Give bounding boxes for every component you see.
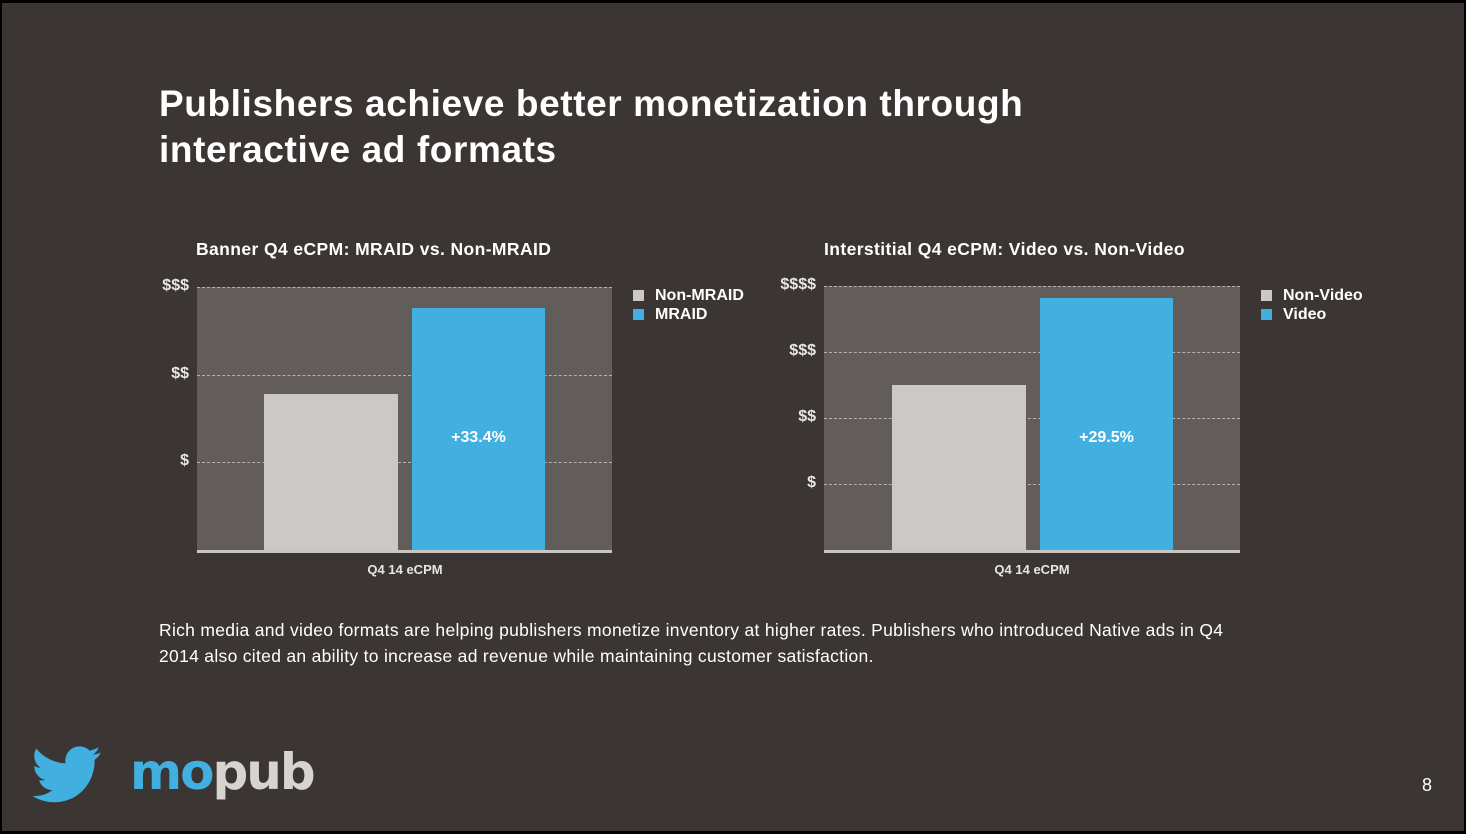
- y-tick-label: $$: [171, 364, 189, 382]
- mopub-logo: mopub: [130, 743, 316, 801]
- page-number: 8: [1421, 775, 1432, 795]
- gridline: [824, 484, 1240, 485]
- y-tick-label: $$$$: [780, 276, 816, 293]
- bar-non-mraid: [264, 393, 398, 550]
- x-axis-label-interstitial: Q4 14 eCPM: [994, 562, 1070, 577]
- legend-label: MRAID: [655, 305, 708, 323]
- gridline: [197, 287, 612, 288]
- bar-non-video: [892, 385, 1026, 550]
- legend-swatch: [1261, 309, 1272, 320]
- slide-title: Publishers achieve better monetization t…: [159, 83, 1024, 170]
- gridline: [197, 374, 612, 376]
- legend-label: Non-Video: [1283, 286, 1363, 304]
- bar-video: +29.5%: [1040, 297, 1173, 550]
- legend-item: Non-Video: [1261, 286, 1363, 305]
- legend-banner: Non-MRAID MRAID: [633, 286, 744, 324]
- legend-swatch: [633, 309, 644, 320]
- plot-area: +29.5%: [824, 286, 1240, 553]
- slide: Publishers achieve better monetization t…: [2, 3, 1464, 831]
- legend-swatch: [1261, 290, 1272, 301]
- plot-area: +33.4%: [197, 287, 612, 553]
- gridline: [824, 352, 1240, 353]
- gridline: [824, 418, 1240, 419]
- chart-title-interstitial: Interstitial Q4 eCPM: Video vs. Non-Vide…: [824, 239, 1185, 259]
- y-tick-label: $$: [798, 408, 816, 425]
- bar-data-label: +33.4%: [451, 429, 506, 446]
- legend-label: Non-MRAID: [655, 286, 744, 304]
- bar-data-label: +29.5%: [1079, 429, 1134, 446]
- y-tick-label: $: [180, 452, 189, 470]
- gridline: [197, 462, 612, 464]
- chart-title-banner: Banner Q4 eCPM: MRAID vs. Non-MRAID: [196, 239, 552, 259]
- x-axis-label-banner: Q4 14 eCPM: [367, 562, 443, 577]
- y-tick-label: $$$: [789, 342, 816, 359]
- bar-mraid: +33.4%: [412, 308, 545, 550]
- legend-item: Video: [1261, 305, 1363, 324]
- legend-swatch: [633, 290, 644, 301]
- y-tick-label: $$$: [162, 277, 189, 294]
- legend-label: Video: [1283, 305, 1327, 323]
- legend-item: Non-MRAID: [633, 286, 744, 305]
- twitter-bird-icon: [32, 746, 101, 803]
- legend-item: MRAID: [633, 305, 744, 324]
- body-text: Rich media and video formats are helping…: [159, 620, 1224, 666]
- y-tick-label: $: [807, 474, 816, 491]
- gridline: [824, 286, 1240, 287]
- legend-interstitial: Non-Video Video: [1261, 286, 1363, 324]
